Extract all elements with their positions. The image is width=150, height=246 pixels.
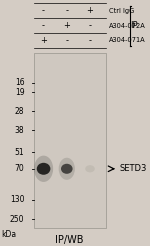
Text: A304-072A: A304-072A bbox=[109, 23, 146, 29]
Text: 28: 28 bbox=[15, 107, 24, 116]
Text: IP/WB: IP/WB bbox=[55, 235, 83, 245]
Bar bbox=[34, 53, 106, 228]
Ellipse shape bbox=[59, 158, 75, 180]
Text: kDa: kDa bbox=[1, 230, 16, 239]
Ellipse shape bbox=[85, 165, 95, 172]
Text: 250: 250 bbox=[10, 215, 24, 224]
Text: -: - bbox=[88, 36, 92, 45]
Ellipse shape bbox=[37, 163, 50, 175]
Text: +: + bbox=[87, 6, 93, 15]
Text: +: + bbox=[63, 21, 70, 30]
Text: SETD3: SETD3 bbox=[119, 164, 147, 173]
Text: 38: 38 bbox=[15, 126, 24, 135]
Text: 70: 70 bbox=[15, 164, 24, 173]
Text: -: - bbox=[88, 21, 92, 30]
Text: 130: 130 bbox=[10, 195, 24, 204]
Text: IP: IP bbox=[130, 21, 138, 30]
Ellipse shape bbox=[61, 164, 73, 174]
Text: -: - bbox=[65, 6, 68, 15]
Text: 19: 19 bbox=[15, 88, 24, 97]
Text: -: - bbox=[42, 6, 45, 15]
Text: +: + bbox=[40, 36, 47, 45]
Text: -: - bbox=[42, 21, 45, 30]
Ellipse shape bbox=[34, 156, 53, 182]
Text: -: - bbox=[65, 36, 68, 45]
Text: A304-071A: A304-071A bbox=[109, 37, 146, 44]
Text: 51: 51 bbox=[15, 148, 24, 156]
Text: Ctrl IgG: Ctrl IgG bbox=[109, 8, 134, 14]
Text: 16: 16 bbox=[15, 78, 24, 87]
